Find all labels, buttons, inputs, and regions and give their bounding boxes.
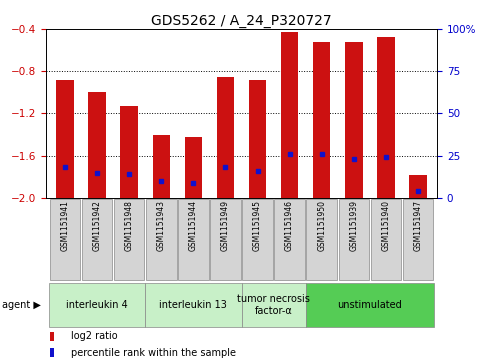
Bar bbox=[50, 348, 54, 357]
Bar bbox=[377, 37, 395, 198]
Bar bbox=[50, 332, 54, 341]
Bar bbox=[50, 199, 80, 281]
Bar bbox=[153, 135, 170, 198]
Text: GSM1151944: GSM1151944 bbox=[189, 200, 198, 251]
Text: GSM1151949: GSM1151949 bbox=[221, 200, 230, 251]
Bar bbox=[313, 42, 330, 198]
Bar bbox=[339, 199, 369, 281]
Text: GSM1151940: GSM1151940 bbox=[381, 200, 390, 251]
Text: GSM1151945: GSM1151945 bbox=[253, 200, 262, 251]
Text: GSM1151943: GSM1151943 bbox=[157, 200, 166, 251]
Bar bbox=[217, 77, 234, 198]
Text: log2 ratio: log2 ratio bbox=[71, 331, 118, 341]
Text: GSM1151946: GSM1151946 bbox=[285, 200, 294, 251]
Bar bbox=[146, 199, 177, 281]
Bar bbox=[57, 79, 74, 198]
Title: GDS5262 / A_24_P320727: GDS5262 / A_24_P320727 bbox=[151, 14, 332, 28]
Text: GSM1151939: GSM1151939 bbox=[349, 200, 358, 251]
Bar bbox=[306, 283, 434, 327]
Bar bbox=[242, 199, 273, 281]
Bar bbox=[281, 32, 298, 198]
Text: GSM1151947: GSM1151947 bbox=[413, 200, 422, 251]
Bar bbox=[403, 199, 433, 281]
Text: GSM1151950: GSM1151950 bbox=[317, 200, 326, 251]
Text: interleukin 13: interleukin 13 bbox=[159, 300, 227, 310]
Text: GSM1151948: GSM1151948 bbox=[125, 200, 134, 251]
Bar bbox=[242, 283, 306, 327]
Text: percentile rank within the sample: percentile rank within the sample bbox=[71, 348, 236, 358]
Bar bbox=[82, 199, 113, 281]
Bar bbox=[49, 283, 145, 327]
Bar bbox=[178, 199, 209, 281]
Text: GSM1151941: GSM1151941 bbox=[61, 200, 70, 251]
Bar bbox=[409, 175, 426, 198]
Text: agent ▶: agent ▶ bbox=[2, 300, 41, 310]
Text: unstimulated: unstimulated bbox=[338, 300, 402, 310]
Bar bbox=[120, 106, 138, 198]
Text: tumor necrosis
factor-α: tumor necrosis factor-α bbox=[237, 294, 310, 316]
Bar bbox=[145, 283, 242, 327]
Bar bbox=[114, 199, 144, 281]
Bar bbox=[88, 92, 106, 198]
Bar bbox=[370, 199, 401, 281]
Bar bbox=[345, 42, 363, 198]
Bar bbox=[274, 199, 305, 281]
Bar bbox=[185, 136, 202, 198]
Text: GSM1151942: GSM1151942 bbox=[93, 200, 102, 251]
Text: interleukin 4: interleukin 4 bbox=[66, 300, 128, 310]
Bar bbox=[210, 199, 241, 281]
Bar bbox=[249, 79, 266, 198]
Bar bbox=[306, 199, 337, 281]
